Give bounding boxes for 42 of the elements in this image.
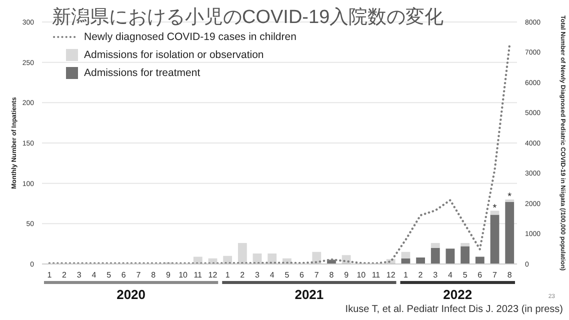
text: 2020 bbox=[116, 287, 146, 302]
x-tick-label: 4 bbox=[92, 270, 97, 280]
x-tick-label: 8 bbox=[151, 270, 156, 280]
x-tick-label: 2 bbox=[240, 270, 246, 280]
chart-title: 新潟県における小児のCOVID-19入院数の変化 bbox=[52, 6, 444, 30]
x-tick-label: 1 bbox=[225, 270, 230, 280]
text: 2022 bbox=[443, 287, 472, 302]
text: Ikuse T, et al. Pediatr Infect Dis J. 2023 (in press) bbox=[345, 304, 563, 315]
x-tick-label: 9 bbox=[166, 270, 171, 280]
x-tick-label: 5 bbox=[284, 270, 290, 280]
x-tick-label: 6 bbox=[478, 270, 483, 280]
x-tick-label: 7 bbox=[136, 270, 142, 280]
x-tick-label: 7 bbox=[314, 270, 320, 280]
x-tick-label: 3 bbox=[76, 270, 82, 280]
x-tick-label: 6 bbox=[300, 270, 305, 280]
x-tick-label: 2 bbox=[62, 270, 68, 280]
annotation: * bbox=[492, 202, 497, 214]
x-tick-label: 5 bbox=[462, 270, 468, 280]
x-tick-label: 3 bbox=[255, 270, 260, 280]
x-tick-label: 9 bbox=[344, 270, 350, 280]
x-tick-label: 11 bbox=[372, 270, 381, 280]
x-tick-label: 3 bbox=[433, 270, 438, 280]
x-tick-label: 1 bbox=[47, 270, 52, 280]
x-tick-label: 5 bbox=[106, 270, 112, 280]
legend-label: Admissions for isolation or observation bbox=[84, 49, 264, 61]
x-tick-label: 2 bbox=[418, 270, 424, 280]
text: 2021 bbox=[294, 287, 324, 302]
x-tick-label: 11 bbox=[194, 270, 203, 280]
x-tick-label: 12 bbox=[208, 270, 218, 280]
x-tick-label: 8 bbox=[507, 270, 512, 280]
x-tick-label: 4 bbox=[270, 270, 275, 280]
x-tick-label: 8 bbox=[329, 270, 334, 280]
x-tick-label: 7 bbox=[492, 270, 498, 280]
x-tick-label: 1 bbox=[403, 270, 408, 280]
legend-label: Admissions for treatment bbox=[84, 67, 200, 79]
x-tick-label: 12 bbox=[386, 270, 396, 280]
x-tick-label: 10 bbox=[356, 270, 366, 280]
x-tick-label: 6 bbox=[121, 270, 126, 280]
legend-label: Newly diagnosed COVID-19 cases in children bbox=[84, 31, 296, 43]
x-tick-label: 10 bbox=[178, 270, 188, 280]
x-tick-label: 4 bbox=[448, 270, 453, 280]
annotation: * bbox=[508, 191, 512, 202]
